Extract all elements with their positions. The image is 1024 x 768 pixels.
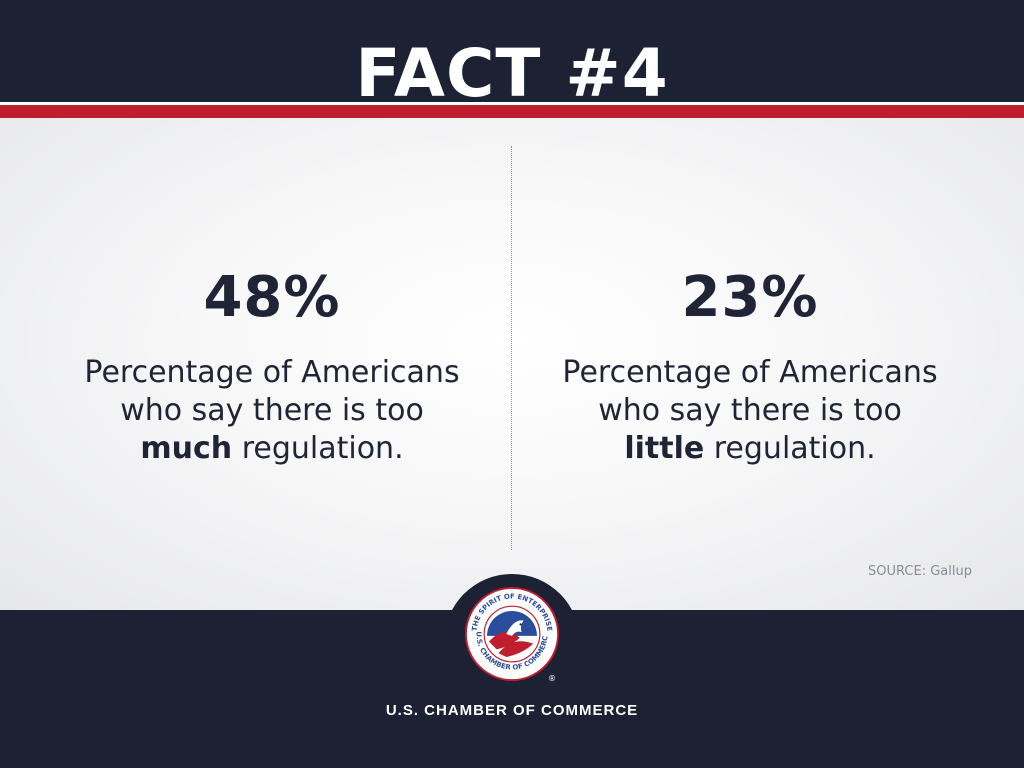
source-citation: SOURCE: Gallup [868,564,972,579]
fact-desc-line: Percentage of Americans [562,355,938,390]
fact-desc-line: who say there is too [120,393,424,428]
fact-too-little: 23% Percentage of Americans who say ther… [530,266,970,468]
fact-desc-line: little regulation. [530,430,970,468]
center-divider [511,146,512,550]
fact-value: 23% [681,265,819,330]
header-white-line [0,102,1024,105]
fact-description: Percentage of Americans who say there is… [530,354,970,468]
fact-too-much: 48% Percentage of Americans who say ther… [52,266,492,468]
organization-name: U.S. CHAMBER OF COMMERCE [385,702,639,719]
content-panel: 48% Percentage of Americans who say ther… [0,118,1024,610]
page-title: FACT #4 [355,35,669,102]
fact-desc-line: who say there is too [598,393,902,428]
fact-desc-end: regulation. [232,431,404,466]
registered-mark: ® [548,674,556,683]
chamber-seal-logo: THE SPIRIT OF ENTERPRISE U.S. CHAMBER OF… [464,586,560,682]
fact-emphasis: little [624,431,705,466]
fact-desc-line: Percentage of Americans [84,355,460,390]
header-red-stripe [0,105,1024,118]
fact-value: 48% [203,265,341,330]
fact-desc-end: regulation. [704,431,876,466]
fact-emphasis: much [140,431,233,466]
fact-desc-line: much regulation. [52,430,492,468]
fact-description: Percentage of Americans who say there is… [52,354,492,468]
header-bar: FACT #4 [0,0,1024,102]
